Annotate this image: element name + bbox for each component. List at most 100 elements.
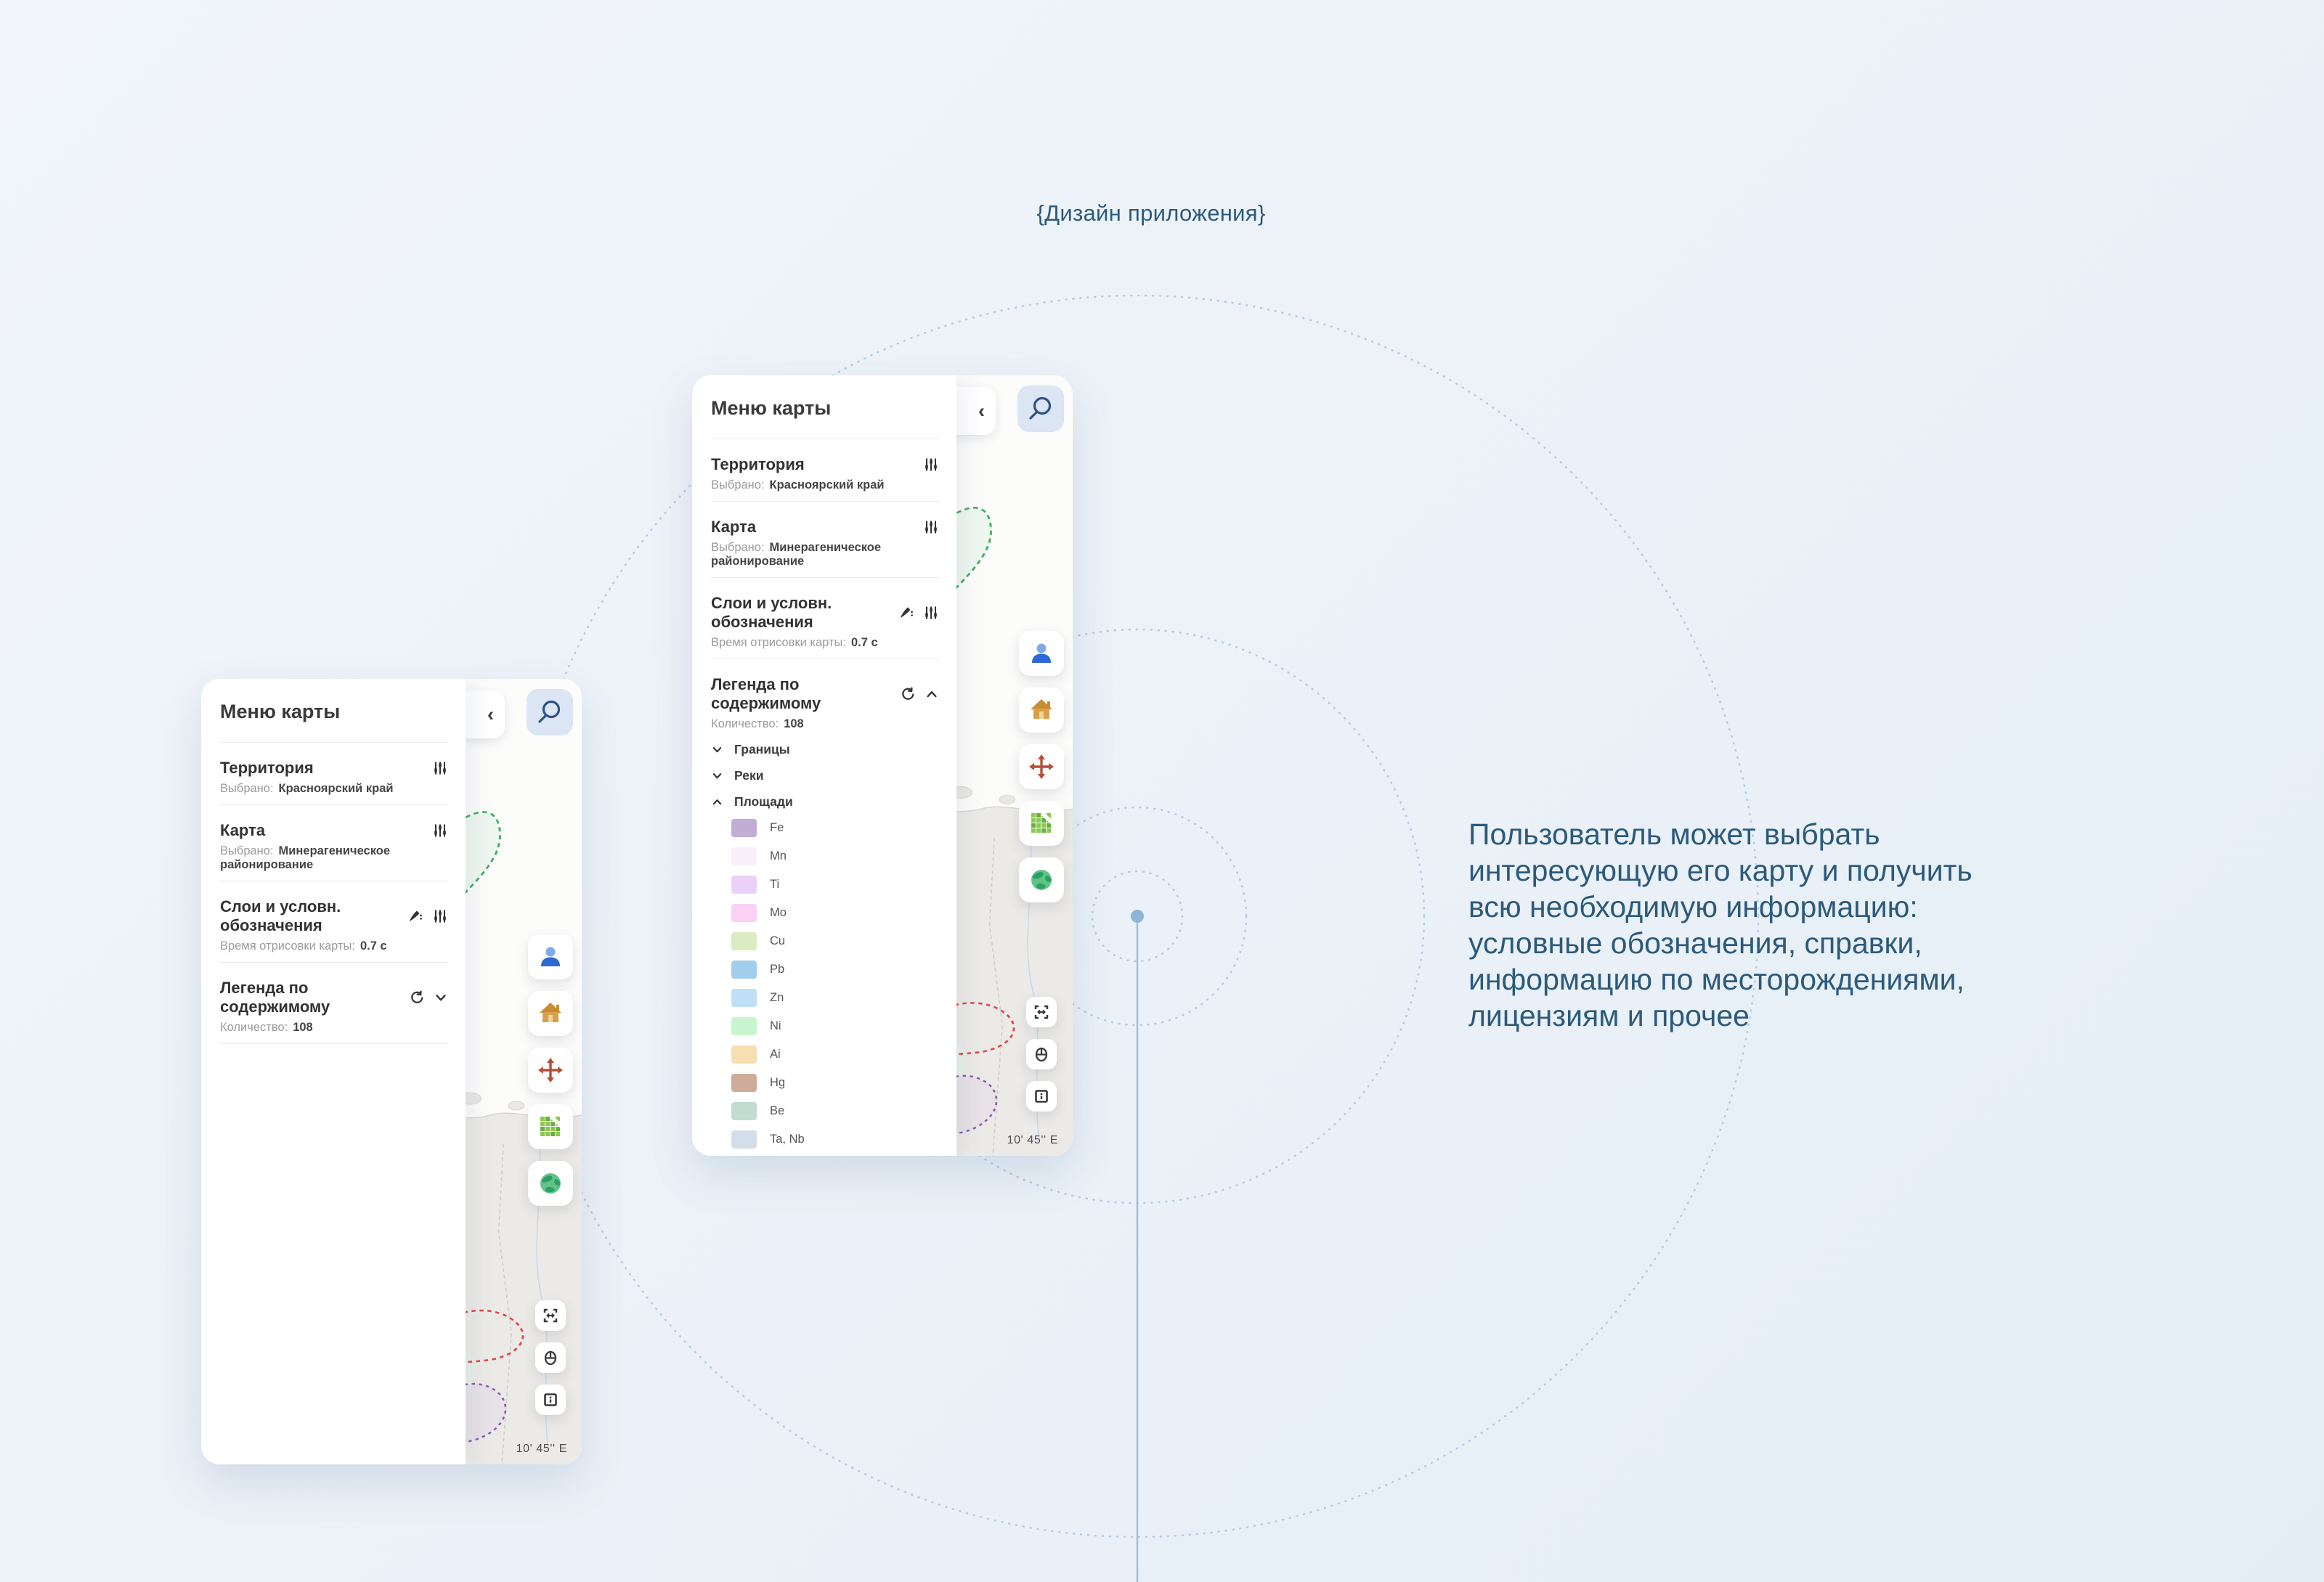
map-coordinates-label: 10' 45'' E [1007, 1134, 1058, 1146]
legend-entry: Mn [711, 842, 939, 870]
chevron-left-icon: ‹ [487, 703, 494, 725]
sliders-icon[interactable] [923, 605, 939, 621]
menu-item-layers[interactable]: Слои и условн. обозначения Время отрисов… [220, 897, 448, 953]
move-arrows-icon [538, 1058, 563, 1082]
legend-entries: Fe Mn Ti Mo Cu Pb Zn Ni Ai Hg Be Ta, Nb [711, 814, 939, 1154]
legend-entry: Hg [711, 1069, 939, 1097]
search-icon [538, 700, 561, 723]
reset-icon[interactable] [900, 686, 915, 702]
legend-entry: Pb [711, 955, 939, 984]
app-mockup-legend-collapsed: ‹ [201, 679, 582, 1464]
fit-extent-icon [1034, 1005, 1049, 1019]
home-button[interactable] [1019, 688, 1064, 733]
menu-item-territory[interactable]: Территория Выбрано: Красноярский край [711, 455, 939, 492]
info-panel-button[interactable] [1026, 1081, 1057, 1112]
legend-entry-label: Pb [770, 963, 785, 976]
meta-value: 108 [293, 1021, 313, 1034]
fit-extent-button[interactable] [1026, 997, 1057, 1027]
legend-entry: Ni [711, 1012, 939, 1040]
meta-label: Количество: [711, 717, 779, 730]
grid-layers-button[interactable] [528, 1104, 573, 1149]
menu-item-legend[interactable]: Легенда по содержимому Количество: 108 [220, 979, 448, 1035]
legend-entry: Ta, Nb [711, 1125, 939, 1154]
globe-icon [1031, 870, 1052, 890]
info-panel-icon [544, 1393, 557, 1406]
chevron-down-icon[interactable] [434, 990, 448, 1005]
legend-section-rivers[interactable]: Реки [711, 768, 939, 783]
menu-item-label: Карта [711, 518, 757, 536]
reset-icon[interactable] [409, 990, 424, 1006]
meta-label: Выбрано: [220, 844, 274, 857]
legend-entry-label: Mo [770, 906, 787, 919]
legend-section-borders[interactable]: Границы [711, 742, 939, 757]
brush-icon[interactable] [407, 908, 423, 924]
sliders-icon[interactable] [923, 457, 939, 473]
legend-color-swatch [731, 876, 757, 894]
menu-item-territory[interactable]: Территория Выбрано: Красноярский край [220, 759, 448, 796]
globe-button[interactable] [528, 1161, 573, 1206]
move-button[interactable] [1019, 744, 1064, 789]
legend-entry: Ti [711, 870, 939, 899]
divider [220, 962, 448, 963]
legend-color-swatch [731, 1074, 757, 1092]
legend-entry: Mo [711, 899, 939, 927]
meta-label: Количество: [220, 1021, 288, 1034]
map-coordinates-label: 10' 45'' E [516, 1443, 567, 1455]
sliders-icon[interactable] [923, 519, 939, 535]
globe-button[interactable] [1019, 857, 1064, 902]
chevron-up-icon[interactable] [925, 687, 939, 701]
menu-item-legend[interactable]: Легенда по содержимому Количество: 108 [711, 675, 939, 731]
mouse-icon [1035, 1047, 1048, 1062]
meta-label: Выбрано: [220, 782, 274, 795]
grid-layers-button[interactable] [1019, 801, 1064, 846]
move-button[interactable] [528, 1048, 573, 1093]
info-panel-button[interactable] [535, 1385, 566, 1415]
map-menu-panel: Меню карты Территория Выбрано: Красноярск… [692, 375, 956, 1156]
search-button[interactable] [527, 689, 573, 735]
mouse-button[interactable] [535, 1342, 566, 1373]
legend-color-swatch [731, 961, 757, 979]
legend-color-swatch [731, 932, 757, 950]
description-line: условные обозначения, справки, [1468, 926, 1922, 960]
description-line: Пользователь может выбрать [1468, 817, 1880, 851]
menu-item-map[interactable]: Карта Выбрано: Минерагеническое райониров… [711, 518, 939, 568]
map-tools-primary [1019, 631, 1064, 902]
legend-color-swatch [731, 1045, 757, 1064]
sliders-icon[interactable] [432, 823, 448, 839]
legend-section-label: Площади [734, 794, 793, 809]
legend-color-swatch [731, 1102, 757, 1120]
legend-color-swatch [731, 1130, 757, 1149]
user-button[interactable] [1019, 631, 1064, 676]
map-menu-panel: Меню карты Территория Выбрано: Красноярск… [201, 679, 466, 1464]
legend-entry: Cu [711, 927, 939, 955]
menu-item-layers[interactable]: Слои и условн. обозначения Время отрисов… [711, 594, 939, 650]
legend-entry: Ai [711, 1040, 939, 1069]
meta-value: 0.7 с [359, 939, 387, 953]
menu-item-label: Карта [220, 821, 266, 839]
legend-color-swatch [731, 904, 757, 922]
divider [220, 804, 448, 805]
panel-title: Меню карты [711, 397, 832, 419]
divider [220, 1043, 448, 1044]
fit-extent-button[interactable] [535, 1300, 566, 1331]
menu-item-map[interactable]: Карта Выбрано: Минерагеническое райониров… [220, 821, 448, 872]
chevron-up-icon [712, 799, 722, 805]
sliders-icon[interactable] [432, 760, 448, 776]
legend-entry-label: Mn [770, 849, 787, 863]
center-dot [1131, 910, 1144, 923]
brush-icon[interactable] [898, 605, 914, 621]
legend-section-areas[interactable]: Площади [711, 794, 939, 810]
divider [220, 742, 448, 743]
mouse-button[interactable] [1026, 1039, 1057, 1069]
meta-value: Красноярский край [769, 478, 885, 492]
user-button[interactable] [528, 934, 573, 979]
meta-value: Красноярский край [278, 782, 394, 795]
search-icon [1029, 396, 1052, 420]
meta-label: Время отрисовки карты: [711, 636, 846, 649]
sliders-icon[interactable] [432, 908, 448, 924]
legend-section-label: Границы [734, 742, 790, 757]
grid-layers-icon [1031, 812, 1053, 833]
divider [711, 577, 939, 578]
home-button[interactable] [528, 991, 573, 1036]
search-button[interactable] [1017, 386, 1064, 432]
